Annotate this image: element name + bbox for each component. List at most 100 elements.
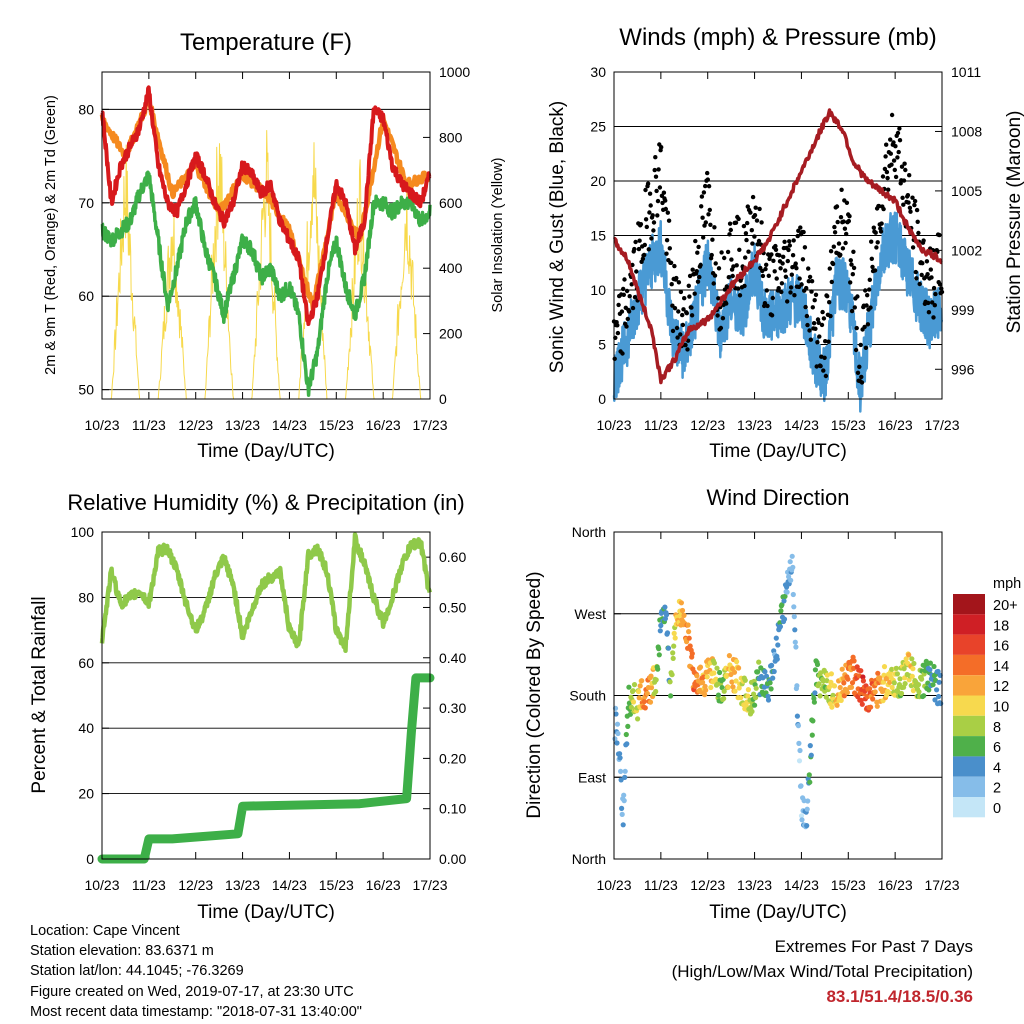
gust-point bbox=[884, 169, 890, 175]
direction-point bbox=[790, 564, 796, 570]
gust-point bbox=[873, 230, 878, 235]
gust-point bbox=[819, 322, 825, 328]
temperature-ytick-label-left: 80 bbox=[78, 101, 94, 117]
gust-point bbox=[937, 232, 942, 238]
direction-point bbox=[935, 668, 941, 675]
temperature-ytick-label-right: 200 bbox=[439, 326, 463, 342]
gust-point bbox=[828, 249, 834, 254]
legend-swatch bbox=[953, 736, 985, 757]
direction-point bbox=[734, 659, 740, 665]
direction-frame bbox=[613, 531, 943, 860]
direction-point bbox=[700, 679, 706, 686]
direction-point bbox=[790, 591, 796, 598]
gust-point bbox=[706, 212, 711, 217]
humidity-ytick-label-right: 0.40 bbox=[439, 650, 466, 666]
direction-point bbox=[625, 723, 631, 730]
winds-ytick-label-right: 1002 bbox=[951, 242, 982, 258]
direction-point bbox=[767, 680, 773, 686]
gust-point bbox=[680, 322, 686, 328]
direction-point bbox=[663, 612, 670, 618]
gust-point bbox=[676, 309, 681, 314]
winds-ylabel-right: Station Pressure (Maroon) bbox=[1004, 111, 1024, 334]
legend-label: 14 bbox=[993, 659, 1009, 675]
gust-point bbox=[931, 315, 936, 320]
direction-xtick-label: 16/23 bbox=[878, 877, 913, 893]
gust-point bbox=[836, 241, 842, 246]
gust-point bbox=[886, 187, 891, 192]
direction-point bbox=[689, 651, 695, 657]
direction-point bbox=[781, 598, 787, 604]
direction-point bbox=[906, 677, 912, 683]
extremes-title: Extremes For Past 7 Days bbox=[774, 937, 973, 956]
gust-point bbox=[647, 191, 653, 196]
direction-point bbox=[838, 697, 844, 704]
gust-point bbox=[903, 167, 908, 173]
gust-point bbox=[820, 309, 825, 315]
direction-point bbox=[858, 668, 864, 674]
gust-point bbox=[862, 324, 867, 330]
gust-point bbox=[779, 289, 784, 295]
direction-point bbox=[794, 683, 800, 689]
gust-point bbox=[621, 286, 626, 292]
gust-point bbox=[695, 250, 700, 255]
humidity-xtick-label: 11/23 bbox=[132, 877, 166, 893]
gust-point bbox=[653, 174, 659, 179]
gust-point bbox=[884, 142, 889, 147]
direction-point bbox=[817, 693, 823, 699]
humidity-frame bbox=[101, 531, 431, 860]
gust-point bbox=[910, 245, 916, 250]
direction-point bbox=[665, 645, 672, 651]
gust-point bbox=[764, 262, 769, 267]
temp-2m-line bbox=[100, 85, 432, 326]
direction-point bbox=[874, 703, 880, 709]
direction-point bbox=[781, 616, 788, 622]
direction-title: Wind Direction bbox=[706, 485, 849, 510]
gust-point bbox=[892, 167, 897, 173]
gust-point bbox=[710, 237, 715, 242]
gust-point bbox=[644, 224, 649, 230]
gust-point bbox=[919, 272, 924, 278]
gust-point bbox=[808, 337, 813, 342]
gust-point bbox=[926, 310, 932, 315]
gust-point bbox=[813, 292, 819, 297]
gust-point bbox=[612, 356, 617, 361]
humidity-ytick-label-right: 0.30 bbox=[439, 700, 466, 716]
direction-point bbox=[777, 624, 784, 630]
gust-point bbox=[654, 188, 659, 194]
gust-point bbox=[649, 236, 654, 241]
gust-point bbox=[874, 245, 879, 250]
gust-point bbox=[867, 277, 872, 282]
gust-point bbox=[756, 238, 762, 244]
direction-point bbox=[902, 681, 908, 687]
gust-point bbox=[774, 276, 779, 281]
gust-point bbox=[664, 251, 669, 256]
direction-point bbox=[617, 755, 623, 761]
direction-point bbox=[662, 604, 668, 610]
gust-point bbox=[791, 238, 796, 243]
direction-point bbox=[921, 693, 927, 699]
gust-point bbox=[715, 313, 720, 318]
direction-point bbox=[724, 672, 730, 679]
direction-point bbox=[932, 697, 938, 703]
direction-point bbox=[903, 656, 909, 662]
gust-point bbox=[637, 238, 642, 243]
direction-point bbox=[631, 682, 638, 688]
temperature-ytick-label-right: 600 bbox=[439, 195, 463, 211]
gust-point bbox=[655, 198, 661, 204]
direction-panel: Wind Direction North East South West North 10… bbox=[524, 485, 1021, 923]
direction-point bbox=[733, 678, 739, 684]
direction-point bbox=[771, 668, 777, 675]
gust-point bbox=[638, 222, 644, 227]
humidity-xtick-label: 17/23 bbox=[412, 877, 447, 893]
direction-point bbox=[812, 690, 818, 696]
gust-point bbox=[879, 221, 884, 226]
humidity-ytick-label-right: 0.20 bbox=[439, 750, 466, 766]
gust-point bbox=[755, 242, 760, 247]
direction-point bbox=[770, 675, 776, 681]
gust-point bbox=[773, 247, 779, 252]
direction-point bbox=[915, 682, 922, 688]
gust-point bbox=[855, 370, 861, 375]
gust-point bbox=[689, 305, 694, 310]
direction-point bbox=[621, 792, 627, 798]
gust-point bbox=[741, 223, 747, 229]
